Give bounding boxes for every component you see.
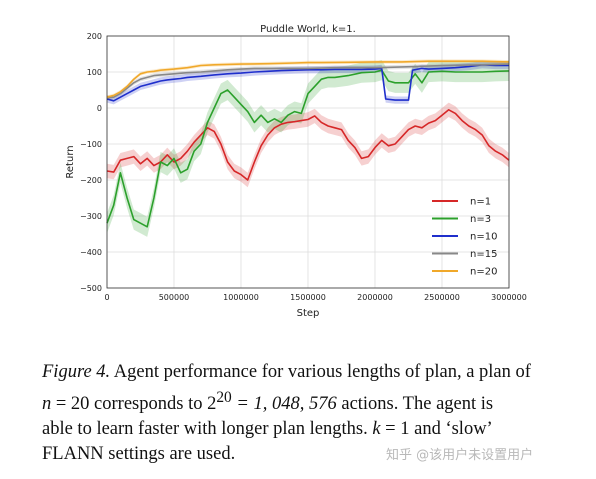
caption-value: = 1, 048, 576 (231, 394, 337, 415)
y-tick-label: −500 (80, 284, 102, 293)
x-tick-label: 2500000 (424, 293, 460, 302)
y-axis-label: Return (65, 145, 76, 178)
caption-eq-k: = 1 (380, 419, 410, 440)
legend-label-n-20: n=20 (470, 267, 497, 278)
x-tick-label: 1000000 (223, 293, 259, 302)
caption-exponent: 20 (216, 389, 232, 406)
figure-caption: Figure 4. Agent performance for various … (42, 360, 582, 467)
x-tick-label: 0 (104, 293, 109, 302)
y-tick-label: 0 (97, 104, 102, 113)
legend-label-n-15: n=15 (470, 249, 497, 260)
y-tick-label: −200 (80, 176, 102, 185)
watermark: 知乎 @该用户未设置用户 (386, 448, 534, 463)
tick-labels: 0 500000 1000000 1500000 2000000 2500000 30000… (80, 32, 527, 302)
x-tick-label: 2000000 (357, 293, 393, 302)
series-line-n-1 (106, 109, 510, 181)
caption-var-k: k (372, 419, 381, 440)
series-line-n-10 (106, 64, 509, 102)
y-tick-label: −300 (80, 212, 102, 221)
x-axis-label: Step (297, 308, 320, 319)
x-tick-label: 3000000 (491, 293, 527, 302)
y-tick-label: 200 (87, 32, 102, 41)
y-tick-label: 100 (87, 68, 102, 77)
series-line-n-20 (106, 60, 510, 98)
series-lines (106, 60, 510, 228)
caption-line2-rest: actions. The agent is (336, 394, 494, 415)
caption-eq-n: = 20 corresponds to 2 (51, 394, 217, 415)
legend: n=1 n=3 n=10 n=15 n=20 (432, 197, 497, 278)
chart: 0 500000 1000000 1500000 2000000 2500000 30000… (65, 24, 527, 319)
x-tick-label: 1500000 (290, 293, 326, 302)
y-tick-label: −100 (80, 140, 102, 149)
x-tick-label: 500000 (159, 293, 190, 302)
legend-label-n-10: n=10 (470, 232, 497, 243)
plot-frame (106, 35, 510, 289)
series-line-n-15 (106, 63, 510, 99)
legend-label-n-3: n=3 (470, 214, 491, 225)
figure-label: Figure 4. (42, 362, 111, 382)
caption-line4: FLANN settings are used. (42, 444, 236, 465)
caption-var-n: n (42, 394, 52, 415)
caption-line1: Agent performance for various lengths of… (110, 362, 531, 382)
chart-title: Puddle World, k=1. (260, 24, 356, 35)
legend-label-n-1: n=1 (470, 197, 491, 208)
caption-line3a: able to learn faster with longer plan le… (42, 419, 373, 440)
y-tick-label: −400 (80, 248, 102, 257)
caption-line3b: and ‘slow’ (409, 419, 493, 440)
